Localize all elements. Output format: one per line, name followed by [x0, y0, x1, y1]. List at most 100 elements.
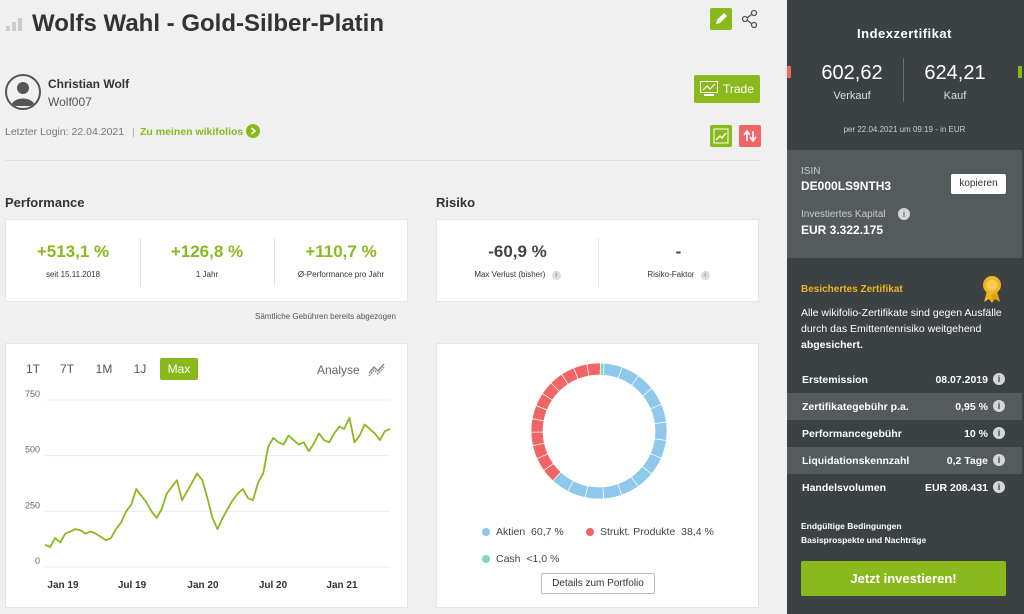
tab-max[interactable]: Max	[160, 358, 198, 380]
chevron-right-icon[interactable]	[246, 124, 260, 138]
info-icon[interactable]: i	[993, 481, 1005, 493]
metric-value: -60,9 %	[488, 242, 547, 261]
sidebar-title: Indexzertifikat	[857, 26, 952, 41]
metric-1-year: +126,8 % 1 Jahr	[140, 242, 274, 279]
legend-value: 60,7 %	[531, 526, 564, 538]
buy-price: 624,21	[924, 62, 986, 84]
bars-icon	[6, 17, 24, 31]
isin-label: ISIN	[801, 166, 821, 177]
share-icon	[741, 9, 758, 29]
tab-1j[interactable]: 1J	[133, 362, 147, 376]
info-icon[interactable]: i	[898, 208, 910, 220]
analyse-link[interactable]: Analyse	[317, 363, 360, 377]
info-icon[interactable]: i	[993, 373, 1005, 385]
performance-chart-card	[5, 343, 408, 608]
tab-1t[interactable]: 1T	[25, 362, 40, 376]
chart-action-button[interactable]	[710, 125, 732, 147]
prospectus-link[interactable]: Basisprospekte und Nachträge	[801, 535, 927, 545]
legend-dot	[482, 528, 490, 537]
portfolio-details-button[interactable]: Details zum Portfolio	[541, 573, 655, 594]
legend-aktien: Aktien 60,7 %	[482, 526, 564, 538]
info-icon[interactable]: i	[993, 427, 1005, 439]
divider	[140, 238, 141, 286]
trade-button[interactable]: Trade	[694, 75, 760, 103]
row-key: Handelsvolumen	[802, 482, 887, 494]
row-erstemission: Erstemission 08.07.2019 i	[787, 366, 1022, 393]
growth-icon	[713, 128, 729, 144]
legend-cash: Cash <1,0 %	[482, 553, 559, 565]
secured-description: Alle wikifolio-Zertifikate sind gegen Au…	[801, 307, 1002, 335]
y-tick-label: 500	[25, 445, 40, 455]
series-line	[44, 416, 391, 548]
divider	[274, 238, 275, 286]
info-icon[interactable]: i	[700, 271, 710, 280]
metric-label-wrap: Risiko-Faktor i	[598, 270, 759, 280]
x-tick-label: Jan 20	[187, 580, 219, 591]
fee-note: Sämtliche Gebühren bereits abgezogen	[255, 312, 396, 321]
x-tick-label: Jul 20	[259, 580, 288, 591]
x-tick-label: Jan 21	[326, 580, 358, 591]
metric-label: Max Verlust (bisher)	[474, 270, 546, 279]
divider	[5, 160, 760, 161]
my-wikifolios-link[interactable]: Zu meinen wikifolios	[140, 126, 244, 138]
donut-slice	[530, 431, 545, 447]
performance-title: Performance	[5, 195, 85, 210]
risk-card: -60,9 % Max Verlust (bisher) i - Risiko-…	[436, 219, 759, 302]
x-tick-label: Jul 19	[118, 580, 147, 591]
portfolio-card	[436, 343, 759, 608]
row-trading-volume: Handelsvolumen EUR 208.431 i	[787, 474, 1022, 501]
analyse-icon[interactable]	[368, 361, 386, 377]
page-title: Wolfs Wahl - Gold-Silber-Platin	[32, 10, 384, 37]
donut-slice	[586, 362, 601, 377]
trade-label: Trade	[723, 82, 754, 96]
isin-panel	[787, 150, 1022, 258]
metric-label: Risiko-Faktor	[647, 270, 695, 279]
capital-value: EUR 3.322.175	[801, 223, 884, 237]
trader-name[interactable]: Christian Wolf	[48, 77, 130, 91]
donut-slice	[654, 421, 668, 441]
row-value: 10 %	[964, 428, 988, 440]
award-badge-icon	[983, 276, 1001, 303]
donut-slice	[584, 485, 605, 500]
sell-price: 602,62	[821, 62, 883, 84]
legend-dot	[482, 555, 490, 564]
metric-total: +513,1 % seit 15.11.2018	[6, 242, 140, 279]
row-value: 08.07.2019	[935, 374, 988, 386]
metric-value: +513,1 %	[36, 242, 110, 261]
metric-value: -	[675, 242, 682, 261]
info-icon[interactable]: i	[551, 271, 561, 280]
legend-value: 38,4 %	[681, 526, 714, 538]
metric-label: 1 Jahr	[195, 270, 219, 279]
user-icon	[11, 82, 35, 106]
metric-avg: +110,7 % Ø-Performance pro Jahr	[274, 242, 408, 279]
info-icon[interactable]: i	[993, 400, 1005, 412]
edit-button[interactable]	[710, 8, 732, 30]
invest-button[interactable]: Jetzt investieren!	[801, 561, 1006, 596]
isin-value: DE000LS9NTH3	[801, 179, 892, 193]
final-terms-link[interactable]: Endgültige Bedingungen	[801, 521, 902, 531]
metric-label-wrap: Max Verlust (bisher) i	[437, 270, 598, 280]
sell-indicator	[787, 66, 791, 78]
x-tick-label: Jan 19	[47, 580, 79, 591]
secured-emphasis: abgesichert.	[801, 339, 863, 351]
row-key: Liquidationskennzahl	[802, 455, 910, 467]
info-icon[interactable]: i	[993, 454, 1005, 466]
row-liquidation: Liquidationskennzahl 0,2 Tage i	[787, 447, 1022, 474]
share-button[interactable]	[740, 9, 760, 29]
row-value: 0,95 %	[955, 401, 988, 413]
tab-7t[interactable]: 7T	[59, 362, 74, 376]
y-tick-label: 250	[25, 500, 40, 510]
metric-max-loss: -60,9 % Max Verlust (bisher) i	[437, 242, 598, 280]
tab-1m[interactable]: 1M	[95, 362, 113, 376]
certificate-sidebar	[787, 0, 1024, 614]
legend-strukt-produkte: Strukt. Produkte 38,4 %	[586, 526, 714, 538]
metric-label: Ø-Performance pro Jahr	[297, 270, 385, 279]
divider	[598, 238, 599, 286]
y-tick-label: 0	[35, 556, 40, 566]
copy-isin-button[interactable]: kopieren	[951, 174, 1006, 194]
row-key: Zertifikategebühr p.a.	[802, 401, 909, 413]
analyse-label: Analyse	[317, 363, 360, 377]
performance-card: +513,1 % seit 15.11.2018 +126,8 % 1 Jahr…	[5, 219, 408, 302]
sort-action-button[interactable]	[739, 125, 761, 147]
capital-label: Investiertes Kapital	[801, 209, 886, 220]
